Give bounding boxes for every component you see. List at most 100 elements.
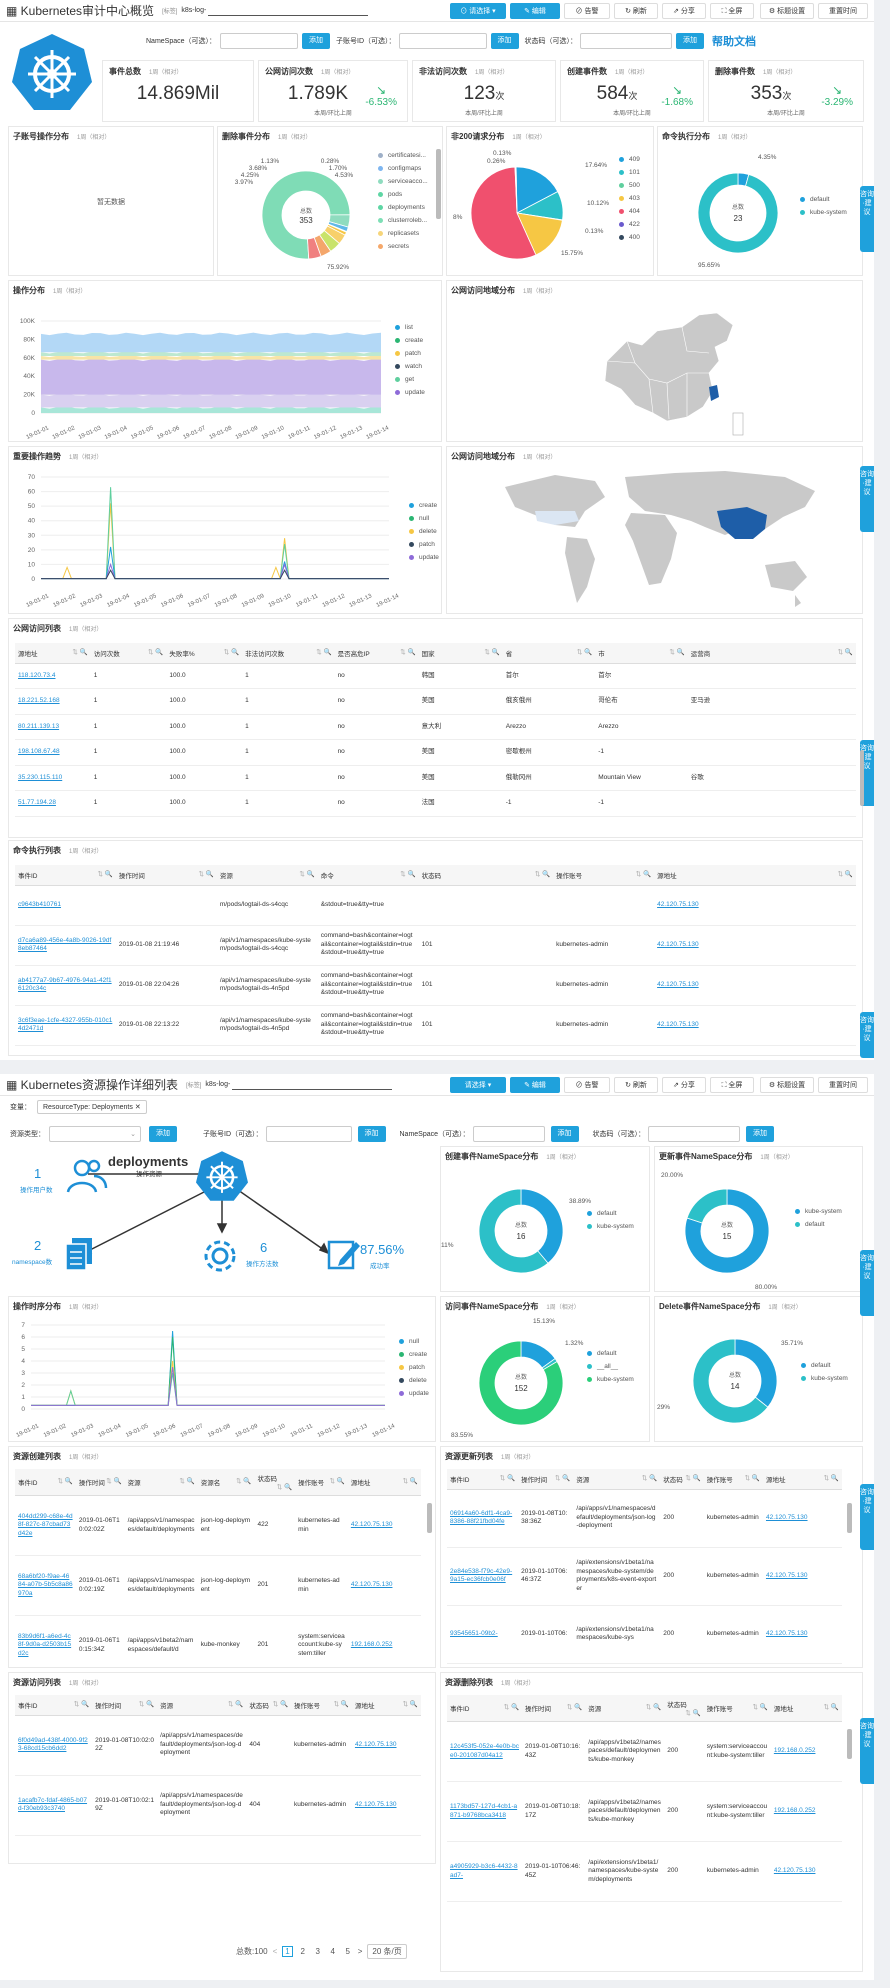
sort-icon[interactable]: ⇅ 🔍	[685, 1474, 701, 1482]
table-cell[interactable]: c9643b410761	[15, 885, 116, 926]
sort-icon[interactable]: ⇅ 🔍	[534, 870, 551, 878]
table-cell[interactable]: 42.120.75.130	[770, 1841, 842, 1902]
pie-slice[interactable]	[478, 1340, 564, 1426]
toolbar-button[interactable]: ⛶ 全屏	[710, 3, 754, 19]
feedback-tab[interactable]: 咨询·建议	[860, 1484, 874, 1550]
area-series[interactable]	[41, 354, 381, 360]
statuscode-add-button[interactable]: 添加	[676, 33, 705, 49]
namespace-filter-input[interactable]	[220, 33, 299, 49]
column-header[interactable]: 运营商 ⇅ 🔍	[687, 643, 856, 664]
update-list-scrollbar[interactable]	[847, 1503, 852, 1533]
sort-icon[interactable]: ⇅ 🔍	[400, 648, 416, 656]
legend-item[interactable]: create	[399, 1348, 429, 1361]
legend-item[interactable]: patch	[399, 1361, 429, 1374]
toolbar-button[interactable]: ✎ 编辑	[510, 1077, 560, 1093]
series-line[interactable]	[41, 562, 389, 580]
variable-chip[interactable]: ResourceType: Deployments ✕	[37, 1100, 147, 1114]
toolbar-button[interactable]: ⇗ 分享	[662, 3, 706, 19]
legend-item[interactable]: replicasets	[378, 227, 428, 240]
feedback-tab[interactable]: 咨询·建议	[860, 186, 874, 252]
table-cell[interactable]: 6f0d49ad-438f-4000-9f23-68cd15cb6dd2	[15, 1715, 93, 1776]
legend-item[interactable]: default	[800, 193, 847, 206]
table-cell[interactable]: 192.168.0.252	[770, 1781, 842, 1842]
sort-icon[interactable]: ⇅ 🔍	[566, 1704, 583, 1711]
sort-icon[interactable]: ⇅ 🔍	[276, 1484, 293, 1491]
column-header[interactable]: 状态码 ⇅ 🔍	[660, 1469, 704, 1490]
page-size-select[interactable]: 20 条/页	[367, 1944, 407, 1959]
table-cell[interactable]: 80.211.139.13	[15, 714, 91, 740]
sort-icon[interactable]: ⇅ 🔍	[106, 1478, 122, 1485]
column-header[interactable]: 操作时间 ⇅ 🔍	[92, 1695, 158, 1716]
column-header[interactable]: 源地址 ⇅ 🔍	[15, 643, 91, 664]
series-line[interactable]	[41, 503, 389, 580]
table-cell[interactable]: 68a6bf20-f9ae-4684-a07b-5b5c8a86970a	[15, 1555, 76, 1616]
resource-type-add-button[interactable]: 添加	[149, 1126, 177, 1142]
table-cell[interactable]: 42.120.75.130	[654, 1005, 856, 1046]
sort-icon[interactable]: ⇅ 🔍	[685, 1710, 701, 1717]
column-header[interactable]: 状态码 ⇅ 🔍	[418, 865, 554, 886]
sort-icon[interactable]: ⇅ 🔍	[641, 1474, 658, 1482]
legend-item[interactable]: delete	[409, 525, 439, 538]
pie-slice[interactable]	[470, 166, 537, 260]
sort-icon[interactable]: ⇅ 🔍	[73, 1700, 90, 1708]
statuscode-filter-input[interactable]	[648, 1126, 741, 1142]
area-series[interactable]	[41, 406, 381, 413]
column-header[interactable]: 操作账号 ⇅ 🔍	[553, 865, 655, 886]
legend-item[interactable]: default	[795, 1218, 842, 1231]
legend-item[interactable]: create	[395, 334, 425, 347]
column-header[interactable]: 市 ⇅ 🔍	[595, 643, 688, 664]
column-header[interactable]: 失败率% ⇅ 🔍	[166, 643, 243, 664]
sort-icon[interactable]: ⇅ 🔍	[72, 648, 88, 656]
column-header[interactable]: 源地址 ⇅ 🔍	[347, 1469, 421, 1496]
table-cell[interactable]: 35.230.115.110	[15, 765, 91, 791]
column-header[interactable]: 状态码 ⇅ 🔍	[664, 1695, 704, 1722]
sort-icon[interactable]: ⇅ 🔍	[138, 1700, 155, 1708]
column-header[interactable]: 状态码 ⇅ 🔍	[254, 1469, 296, 1496]
legend-item[interactable]: list	[395, 321, 425, 334]
legend-item[interactable]: 500	[619, 179, 640, 192]
toolbar-button[interactable]: 重置时间	[818, 3, 868, 19]
legend-item[interactable]: default	[587, 1207, 634, 1220]
table-cell[interactable]: 42.120.75.130	[347, 1555, 421, 1616]
legend-item[interactable]: 400	[619, 231, 640, 244]
table-cell[interactable]: 51.77.194.28	[15, 790, 91, 817]
delete-dist-scrollbar[interactable]	[436, 149, 441, 219]
table-cell[interactable]: 3c6f3eae-1cfe-4327-955b-010c14d2471d	[15, 1005, 116, 1046]
sort-icon[interactable]: ⇅ 🔍	[223, 648, 240, 656]
legend-item[interactable]: kube-system	[587, 1220, 634, 1233]
delete-list-scrollbar[interactable]	[847, 1729, 852, 1759]
series-line[interactable]	[31, 1366, 385, 1406]
pie-slice[interactable]	[307, 237, 322, 260]
sort-icon[interactable]: ⇅ 🔍	[752, 1704, 768, 1711]
column-header[interactable]: 资源 ⇅ 🔍	[573, 1469, 661, 1490]
pagination-page[interactable]: 3	[315, 1947, 320, 1956]
table-cell[interactable]: 42.120.75.130	[347, 1495, 421, 1556]
statuscode-add-button[interactable]: 添加	[746, 1126, 775, 1142]
column-header[interactable]: 省 ⇅ 🔍	[502, 643, 596, 664]
column-header[interactable]: 源地址 ⇅ 🔍	[770, 1695, 842, 1722]
area-series[interactable]	[41, 332, 381, 353]
sort-icon[interactable]: ⇅ 🔍	[316, 648, 332, 656]
legend-item[interactable]: 422	[619, 218, 640, 231]
legend-item[interactable]: serviceacco...	[378, 175, 428, 188]
pagination-prev[interactable]: <	[272, 1947, 278, 1956]
sort-icon[interactable]: ⇅ 🔍	[402, 1700, 418, 1708]
sort-icon[interactable]: ⇅ 🔍	[484, 648, 500, 656]
sort-icon[interactable]: ⇅ 🔍	[576, 648, 593, 656]
series-line[interactable]	[31, 1360, 385, 1406]
column-header[interactable]: 资源 ⇅ 🔍	[216, 865, 318, 886]
column-header[interactable]: 源地址 ⇅ 🔍	[654, 865, 856, 886]
column-header[interactable]: 操作时间 ⇅ 🔍	[75, 1469, 125, 1496]
pie-slice[interactable]	[684, 1188, 770, 1274]
table-cell[interactable]: 192.168.0.252	[347, 1615, 421, 1667]
pie-slice[interactable]	[261, 170, 351, 260]
table-cell[interactable]: a4905929-b3c6-4432-8ad7-	[447, 1841, 523, 1902]
sort-icon[interactable]: ⇅ 🔍	[837, 870, 853, 878]
legend-item[interactable]: watch	[395, 360, 425, 373]
column-header[interactable]: 操作时间 ⇅ 🔍	[518, 1469, 574, 1490]
pie-slice[interactable]	[520, 1188, 564, 1264]
pie-slice[interactable]	[686, 1188, 728, 1224]
subaccount-add-button[interactable]: 添加	[357, 1126, 386, 1142]
toolbar-button[interactable]: 重置时间	[818, 1077, 868, 1093]
sort-icon[interactable]: ⇅ 🔍	[499, 1474, 516, 1482]
